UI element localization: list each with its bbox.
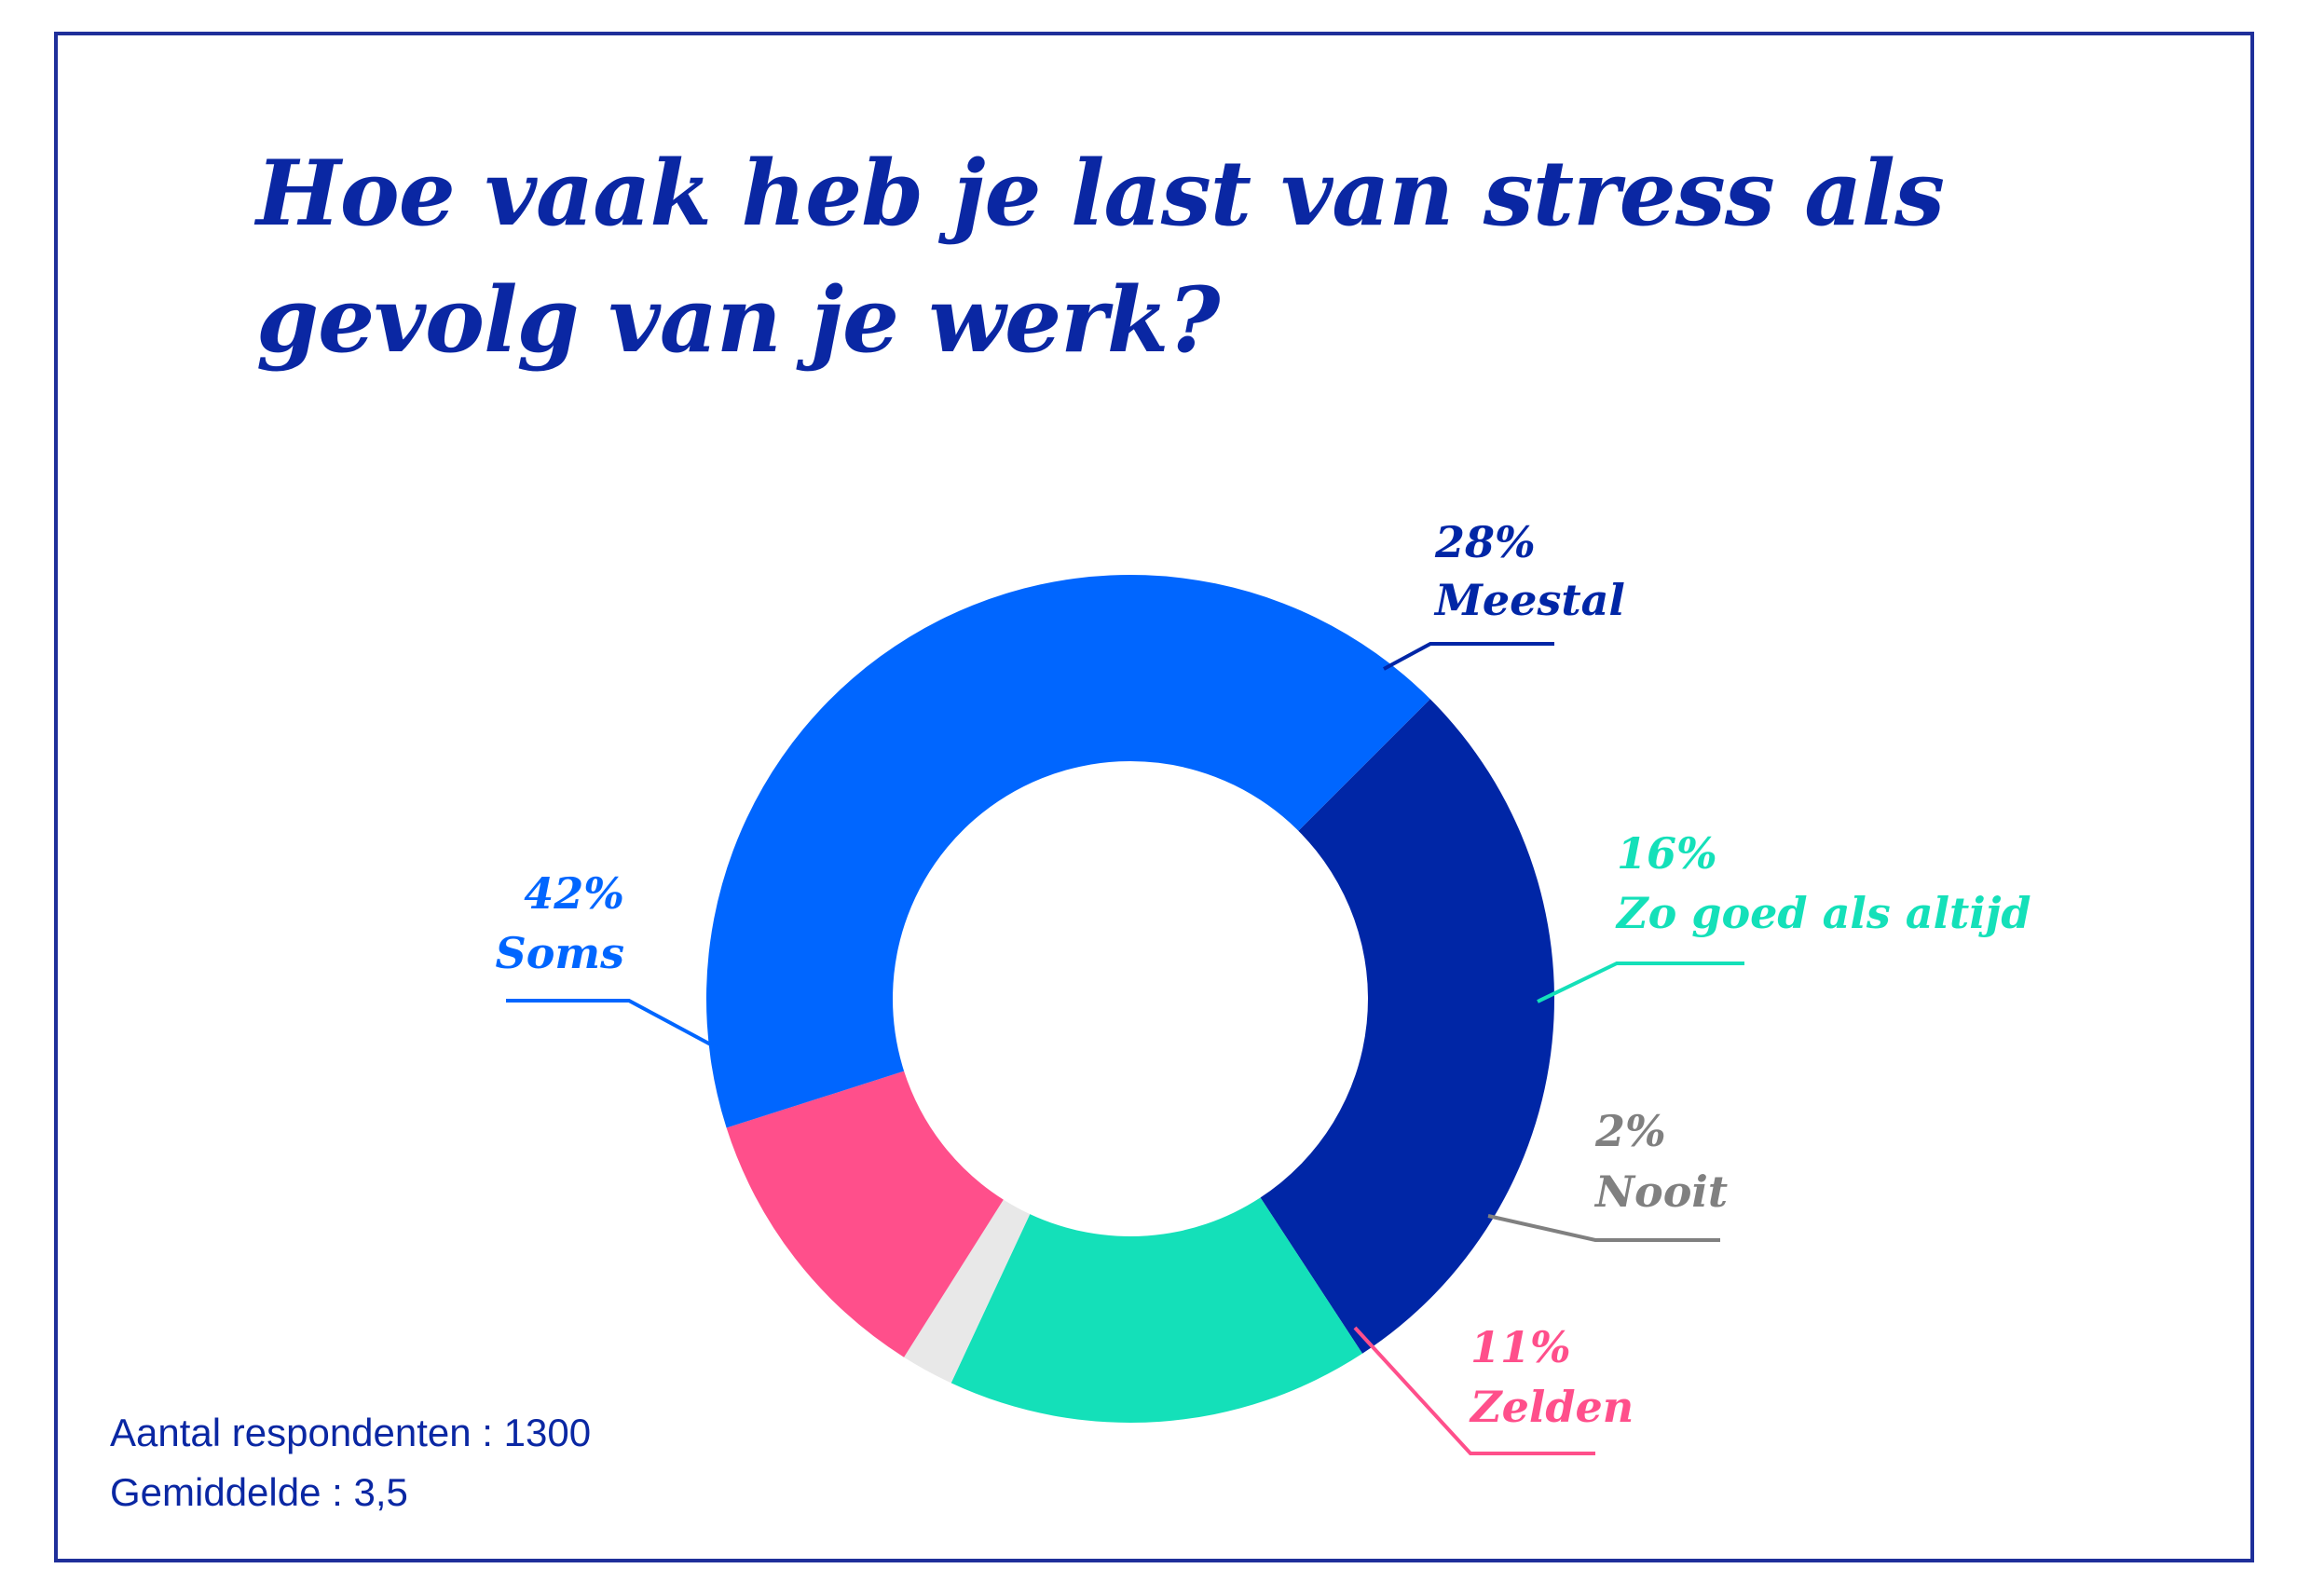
slice-nooit <box>904 1199 1031 1384</box>
slice-meestal <box>1260 699 1554 1354</box>
slice-category-label: Soms <box>496 928 624 978</box>
slice-category-label: Zelden <box>1469 1382 1634 1432</box>
leader-line-soms <box>506 999 718 1050</box>
slice-zo-goed-als-altijd <box>950 1197 1363 1423</box>
slice-value-label: 2% <box>1594 1106 1666 1156</box>
slice-zelden <box>726 1071 1004 1357</box>
slice-value-label: 42% <box>524 868 624 919</box>
leader-line-zo-goed-als-altijd <box>1537 962 1744 1003</box>
respondents-count: Aantal respondenten : 1300 <box>110 1411 592 1454</box>
leader-line-nooit <box>1487 1214 1720 1242</box>
slice-value-label: 16% <box>1617 828 1717 879</box>
slice-soms <box>706 574 1430 1128</box>
chart-frame <box>54 32 2254 1562</box>
leader-line-zelden <box>1353 1326 1595 1455</box>
slice-category-label: Zo goed als altijd <box>1615 888 2031 938</box>
slice-category-label: Meestal <box>1433 575 1625 625</box>
chart-title: Hoe vaak heb je last van stress als gevo… <box>256 141 1945 373</box>
slice-value-label: 11% <box>1470 1322 1571 1372</box>
leader-line-meestal <box>1383 642 1554 671</box>
slice-category-label: Nooit <box>1593 1166 1728 1217</box>
slice-value-label: 28% <box>1434 517 1536 567</box>
average-value: Gemiddelde : 3,5 <box>110 1470 408 1514</box>
